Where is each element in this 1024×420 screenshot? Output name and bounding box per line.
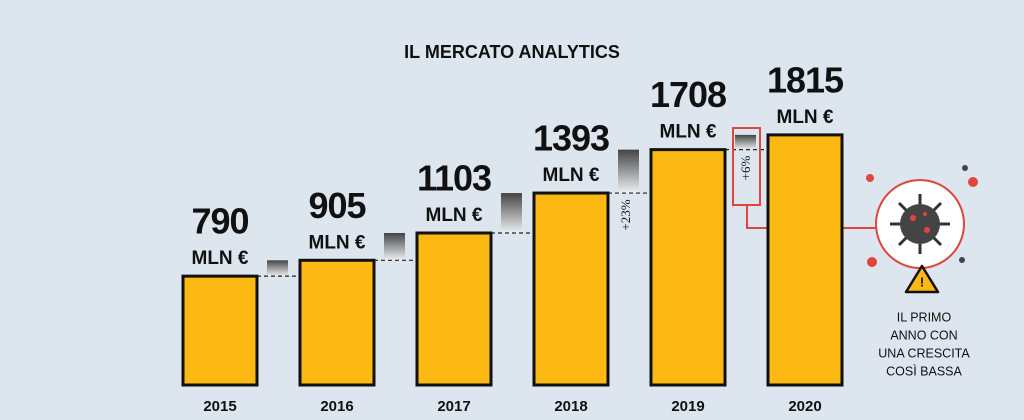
step-block (735, 134, 756, 150)
value-label: 1708 (650, 74, 726, 115)
growth-label: +23% (618, 199, 633, 230)
step-block (501, 193, 522, 234)
step-block (384, 233, 405, 261)
value-label: 790 (191, 201, 248, 242)
x-tick-label: 2015 (203, 398, 236, 415)
x-tick-label: 2018 (554, 398, 587, 415)
value-label: 905 (308, 185, 366, 226)
chart-title: IL MERCATO ANALYTICS (404, 42, 620, 62)
unit-label: MLN € (777, 107, 834, 128)
growth-label: +6% (738, 156, 753, 181)
x-tick-label: 2017 (437, 398, 470, 415)
unit-label: MLN € (660, 122, 717, 143)
note-line: COSÌ BASSA (886, 363, 962, 378)
step-block (618, 149, 639, 194)
value-label: 1393 (533, 118, 609, 159)
virus-icon: ! (866, 165, 978, 294)
bar (532, 191, 610, 387)
unit-label: MLN € (309, 232, 366, 253)
value-label: 1103 (417, 158, 491, 199)
unit-label: MLN € (426, 205, 483, 226)
x-tick-label: 2019 (671, 398, 704, 415)
bar (181, 274, 259, 387)
unit-label: MLN € (543, 165, 600, 186)
note-line: ANNO CON (890, 328, 957, 342)
bar (766, 133, 844, 387)
x-tick-label: 2016 (320, 398, 353, 415)
bar (649, 148, 727, 387)
svg-text:!: ! (920, 274, 924, 289)
note-line: IL PRIMO (897, 310, 952, 324)
unit-label: MLN € (192, 248, 249, 269)
x-tick-label: 2020 (788, 398, 821, 415)
note-line: UNA CRESCITA (878, 346, 970, 360)
bar (415, 231, 493, 387)
value-label: 1815 (767, 59, 844, 100)
bar (298, 258, 376, 387)
step-block (267, 260, 288, 277)
